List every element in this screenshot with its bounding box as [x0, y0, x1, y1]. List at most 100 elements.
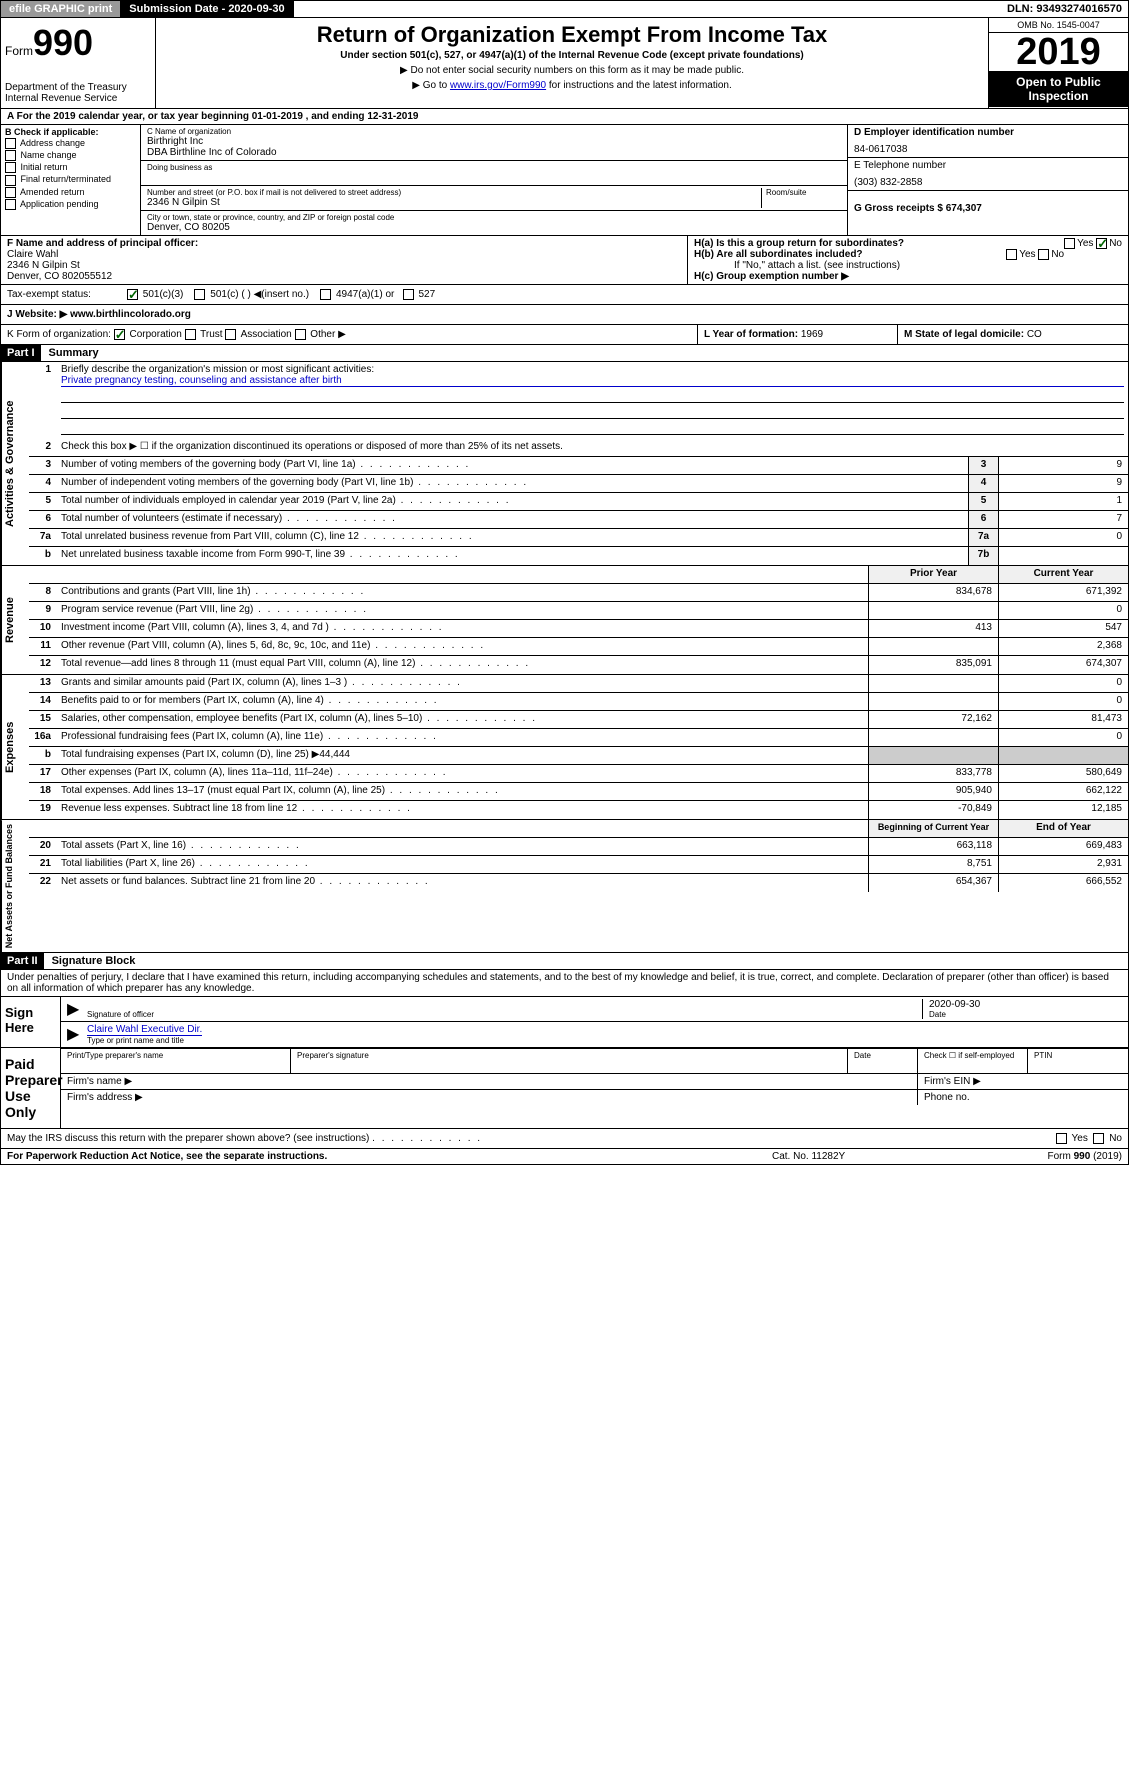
revenue-section: Revenue Prior YearCurrent Year 8Contribu…	[0, 566, 1129, 675]
discuss-yes-checkbox[interactable]	[1056, 1133, 1067, 1144]
ein-value: 84-0617038	[854, 144, 1122, 155]
prep-name-label: Print/Type preparer's name	[67, 1051, 284, 1060]
501c3-checkbox[interactable]	[127, 289, 138, 300]
part1-badge: Part I	[1, 345, 41, 361]
officer-label: F Name and address of principal officer:	[7, 238, 198, 249]
type-name-label: Type or print name and title	[87, 1036, 1122, 1045]
firm-ein-label: Firm's EIN ▶	[918, 1074, 1128, 1089]
trust-checkbox[interactable]	[185, 329, 196, 340]
form-footer: Form 990 (2019)	[972, 1151, 1122, 1162]
yes-label: Yes	[1072, 1134, 1088, 1145]
side-expenses: Expenses	[1, 675, 29, 819]
colb-checkbox[interactable]	[5, 199, 16, 210]
other-checkbox[interactable]	[295, 329, 306, 340]
sign-here-label: Sign Here	[1, 997, 61, 1047]
row-fgh: F Name and address of principal officer:…	[0, 236, 1129, 285]
colb-checkbox[interactable]	[5, 162, 16, 173]
org-name: Birthright Inc	[147, 136, 841, 147]
part2-title: Signature Block	[44, 953, 144, 969]
part1-header: Part I Summary	[0, 345, 1129, 362]
501c-checkbox[interactable]	[194, 289, 205, 300]
efile-button[interactable]: efile GRAPHIC print	[1, 1, 121, 17]
opt-assoc: Association	[241, 329, 292, 340]
firm-addr-label: Firm's address ▶	[61, 1090, 918, 1105]
hb-note: If "No," attach a list. (see instruction…	[694, 260, 1122, 271]
form-header: Form990 Department of the Treasury Inter…	[0, 18, 1129, 109]
officer-addr2: Denver, CO 802055512	[7, 271, 681, 282]
paid-preparer-label: Paid Preparer Use Only	[1, 1048, 61, 1128]
submission-date: Submission Date - 2020-09-30	[121, 1, 293, 17]
col-end-year: End of Year	[998, 820, 1128, 837]
colb-checkbox[interactable]	[5, 175, 16, 186]
col-prior-year: Prior Year	[868, 566, 998, 583]
ha-no-checkbox[interactable]	[1096, 238, 1107, 249]
cat-number: Cat. No. 11282Y	[772, 1151, 972, 1162]
form-number: 990	[33, 22, 93, 63]
irs-label: Internal Revenue Service	[5, 93, 151, 104]
col-current-year: Current Year	[998, 566, 1128, 583]
opt-501c: 501(c) ( ) ◀(insert no.)	[210, 289, 309, 300]
discuss-no-checkbox[interactable]	[1093, 1133, 1104, 1144]
hb-yes-checkbox[interactable]	[1006, 249, 1017, 260]
q1-text: Briefly describe the organization's miss…	[61, 364, 1124, 375]
l-label: L Year of formation:	[704, 329, 798, 340]
irs-link[interactable]: www.irs.gov/Form990	[450, 80, 546, 91]
city-state-zip: Denver, CO 80205	[147, 222, 841, 233]
col-b-checkboxes: B Check if applicable: Address change Na…	[1, 125, 141, 235]
instruction-1: ▶ Do not enter social security numbers o…	[160, 65, 984, 76]
k-label: K Form of organization:	[7, 329, 111, 340]
opt-trust: Trust	[200, 329, 222, 340]
opt-501c3: 501(c)(3)	[143, 289, 184, 300]
state-domicile: CO	[1027, 329, 1042, 340]
part1-title: Summary	[41, 345, 107, 361]
hb-no-checkbox[interactable]	[1038, 249, 1049, 260]
col-b-header: B Check if applicable:	[5, 127, 99, 137]
colb-checkbox[interactable]	[5, 138, 16, 149]
form-subtitle: Under section 501(c), 527, or 4947(a)(1)…	[160, 50, 984, 61]
sig-date: 2020-09-30	[929, 999, 1122, 1010]
top-bar: efile GRAPHIC print Submission Date - 20…	[0, 0, 1129, 18]
ha-yes-checkbox[interactable]	[1064, 238, 1075, 249]
website-url[interactable]: www.birthlincolorado.org	[70, 309, 191, 320]
expenses-section: Expenses 13Grants and similar amounts pa…	[0, 675, 1129, 820]
side-netassets: Net Assets or Fund Balances	[1, 820, 29, 952]
signature-section: Under penalties of perjury, I declare th…	[0, 970, 1129, 1149]
klm-row: K Form of organization: Corporation Trus…	[0, 325, 1129, 345]
opt-4947: 4947(a)(1) or	[336, 289, 394, 300]
dba-label: Doing business as	[147, 163, 841, 172]
527-checkbox[interactable]	[403, 289, 414, 300]
opt-527: 527	[418, 289, 435, 300]
assoc-checkbox[interactable]	[225, 329, 236, 340]
colb-checkbox[interactable]	[5, 187, 16, 198]
tax-year: 2019	[989, 33, 1128, 71]
netassets-section: Net Assets or Fund Balances Beginning of…	[0, 820, 1129, 953]
street-address: 2346 N Gilpin St	[147, 197, 761, 208]
mission-text: Private pregnancy testing, counseling an…	[61, 375, 1124, 387]
instr2-post: for instructions and the latest informat…	[546, 80, 732, 91]
col-c-org-info: C Name of organization Birthright Inc DB…	[141, 125, 848, 235]
hc-label: H(c) Group exemption number ▶	[694, 271, 849, 282]
prep-sig-label: Preparer's signature	[297, 1051, 841, 1060]
firm-name-label: Firm's name ▶	[61, 1074, 918, 1089]
4947-checkbox[interactable]	[320, 289, 331, 300]
m-label: M State of legal domicile:	[904, 329, 1024, 340]
website-row: J Website: ▶ www.birthlincolorado.org	[0, 305, 1129, 325]
part2-header: Part II Signature Block	[0, 953, 1129, 970]
corp-checkbox[interactable]	[114, 329, 125, 340]
addr-label: Number and street (or P.O. box if mail i…	[147, 188, 761, 197]
side-revenue: Revenue	[1, 566, 29, 674]
col-de: D Employer identification number84-06170…	[848, 125, 1128, 235]
firm-phone-label: Phone no.	[918, 1090, 1128, 1105]
perjury-declaration: Under penalties of perjury, I declare th…	[1, 970, 1128, 996]
gross-receipts: G Gross receipts $ 674,307	[854, 203, 982, 214]
colb-checkbox[interactable]	[5, 150, 16, 161]
tax-status-label: Tax-exempt status:	[7, 289, 91, 300]
city-label: City or town, state or province, country…	[147, 213, 841, 222]
officer-printed-name: Claire Wahl Executive Dir.	[87, 1024, 202, 1036]
self-employed-check[interactable]: Check ☐ if self-employed	[918, 1049, 1028, 1073]
hb-label: H(b) Are all subordinates included?	[694, 249, 863, 260]
officer-addr1: 2346 N Gilpin St	[7, 260, 681, 271]
part2-badge: Part II	[1, 953, 44, 969]
room-label: Room/suite	[766, 188, 841, 197]
info-grid: B Check if applicable: Address change Na…	[0, 125, 1129, 236]
